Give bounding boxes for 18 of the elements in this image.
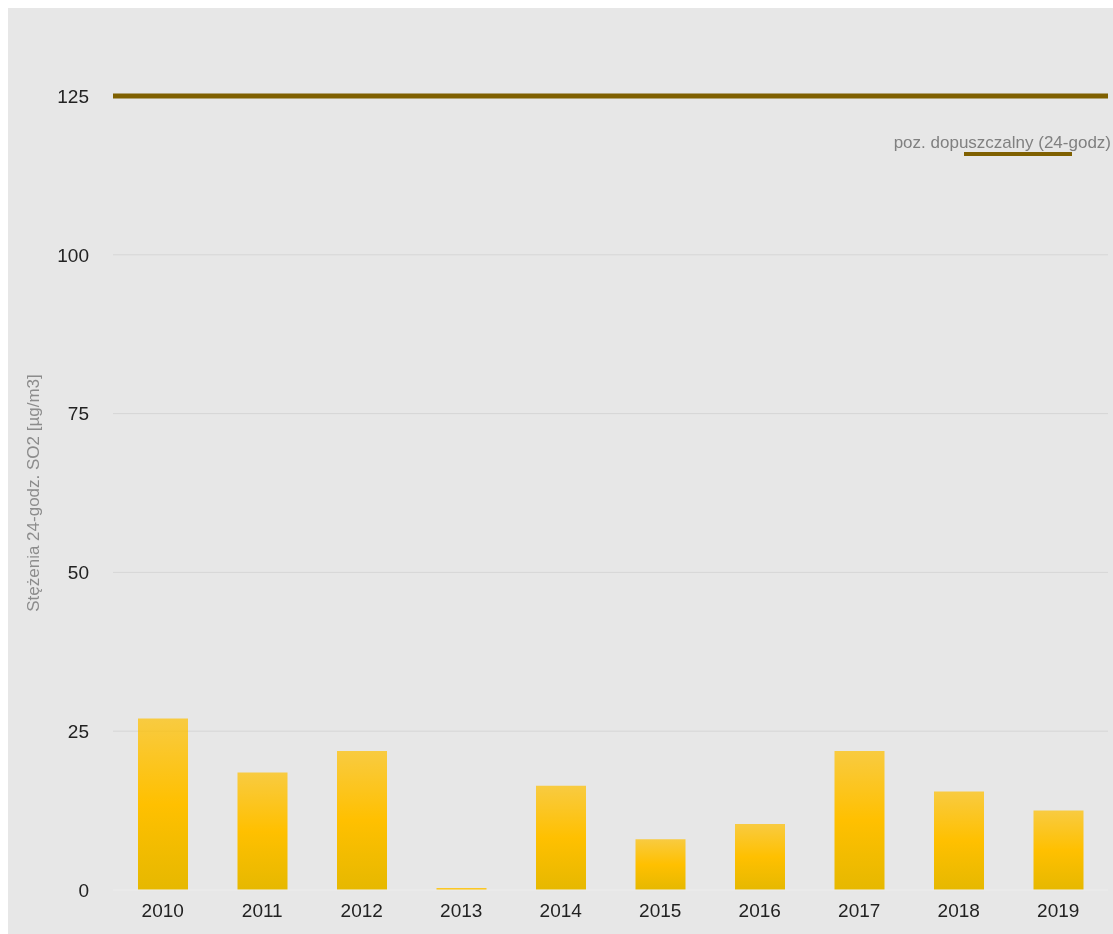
x-tick-label: 2011 bbox=[241, 900, 283, 922]
y-axis-title: Stężenia 24-godz. SO2 [µg/m3] bbox=[24, 374, 44, 612]
x-tick-label: 2019 bbox=[1037, 900, 1080, 922]
x-tick-label: 2018 bbox=[937, 900, 980, 922]
y-tick-label: 0 bbox=[78, 879, 89, 901]
x-tick-label: 2017 bbox=[838, 900, 881, 922]
y-tick-label: 125 bbox=[57, 85, 89, 107]
x-tick-label: 2015 bbox=[639, 900, 682, 922]
x-tick-label: 2012 bbox=[340, 900, 383, 922]
x-tick-label: 2010 bbox=[141, 900, 184, 922]
y-tick-label: 100 bbox=[57, 244, 89, 266]
y-tick-label: 25 bbox=[67, 720, 89, 742]
x-tick-label: 2013 bbox=[440, 900, 483, 922]
y-tick-label: 50 bbox=[67, 562, 89, 584]
y-tick-label: 75 bbox=[67, 403, 89, 425]
ref-line-label: poz. dopuszczalny (24-godz) bbox=[893, 133, 1111, 153]
x-tick-label: 2016 bbox=[738, 900, 781, 922]
x-tick-label: 2014 bbox=[539, 900, 583, 922]
